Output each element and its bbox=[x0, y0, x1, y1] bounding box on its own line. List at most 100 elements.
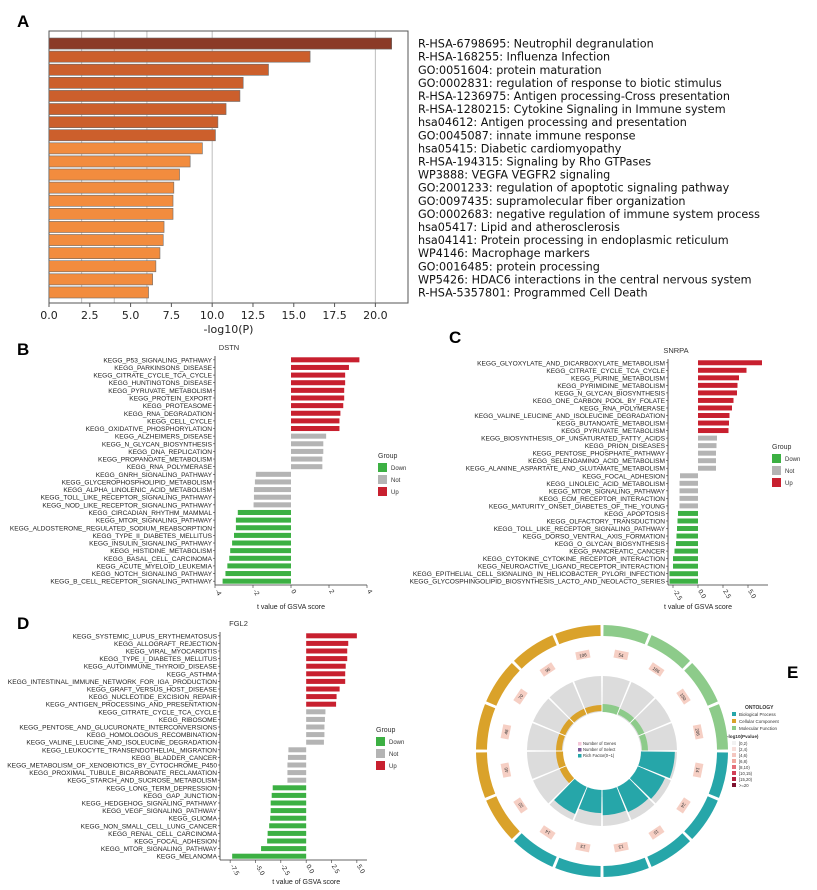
gene-count-box bbox=[500, 762, 512, 778]
chart-b-dstn-gsva: DSTN KEGG_P53_SIGNALING_PATHWAYKEGG_PARKI… bbox=[10, 343, 406, 611]
select-ring-segment bbox=[556, 733, 565, 751]
category-label: KEGG_PANCREATIC_CANCER bbox=[569, 549, 665, 556]
bar bbox=[48, 142, 203, 155]
x-axis-label: t value of GSVA score bbox=[664, 604, 732, 611]
legend-title: Group bbox=[772, 444, 792, 451]
pvalue-legend-label: [2,4) bbox=[739, 747, 748, 752]
legend-label: Down bbox=[391, 466, 406, 472]
gene-count-box bbox=[613, 649, 629, 661]
gene-count-box bbox=[500, 724, 512, 740]
pvalue-legend-label: >=20 bbox=[739, 783, 749, 788]
bar bbox=[48, 221, 165, 233]
bar bbox=[306, 716, 325, 722]
category-label: KEGG_GLIOMA bbox=[169, 816, 218, 823]
bar bbox=[253, 494, 291, 500]
bar bbox=[291, 448, 324, 454]
ontology-ring-segment bbox=[603, 857, 649, 877]
bar bbox=[698, 443, 717, 449]
category-label: KEGG_GLYOXYLATE_AND_DICARBOXYLATE_METABO… bbox=[477, 360, 665, 367]
category-label: KEGG_BUTANOATE_METABOLISM bbox=[557, 421, 665, 428]
pvalue-legend-label: [8,10) bbox=[739, 765, 750, 770]
bar bbox=[306, 648, 348, 654]
bar bbox=[48, 286, 149, 299]
pvalue-legend-swatch bbox=[732, 753, 736, 757]
category-label: GO:0097435: supramolecular fiber organiz… bbox=[418, 195, 686, 208]
category-label: KEGG_CYTOKINE_CYTOKINE_RECEPTOR_INTERACT… bbox=[483, 556, 665, 563]
category-label: KEGG_VIRAL_MYOCARDITIS bbox=[126, 649, 218, 656]
bar bbox=[270, 800, 307, 806]
pvalue-legend-label: [0,2) bbox=[739, 741, 748, 746]
legend-swatch bbox=[376, 749, 385, 758]
select-ring-segment bbox=[617, 779, 635, 794]
bar bbox=[306, 640, 349, 646]
category-label: KEGG_ALDOSTERONE_REGULATED_SODIUM_REABSO… bbox=[10, 525, 212, 532]
inner-legend-label: Number of Select bbox=[583, 747, 616, 752]
bar bbox=[306, 739, 324, 745]
bar bbox=[234, 532, 291, 538]
bar bbox=[48, 168, 180, 181]
category-label: KEGG_ALPHA_LINOLENIC_ACID_METABOLISM bbox=[63, 487, 212, 494]
gene-count-label: 206 bbox=[694, 728, 700, 737]
bar bbox=[267, 838, 307, 844]
legend-label: Not bbox=[389, 752, 399, 758]
bar bbox=[291, 418, 340, 424]
category-label: KEGG_VEGF_SIGNALING_PATHWAY bbox=[102, 808, 217, 815]
bar bbox=[48, 103, 227, 115]
bar bbox=[227, 563, 291, 569]
gene-count-label: 24 bbox=[679, 802, 686, 809]
center-disc bbox=[563, 712, 641, 790]
category-label: KEGG_INTESTINAL_IMMUNE_NETWORK_FOR_IGA_P… bbox=[8, 679, 217, 686]
bar bbox=[48, 129, 216, 142]
x-axis-label: t value of GSVA score bbox=[272, 879, 340, 886]
bar bbox=[306, 656, 348, 662]
gene-count-label: 150 bbox=[679, 692, 688, 701]
bar bbox=[48, 155, 191, 168]
bar bbox=[291, 395, 345, 401]
x-tick-label: 7.5 bbox=[163, 309, 181, 322]
bar bbox=[677, 526, 698, 531]
bar bbox=[48, 50, 311, 63]
bar bbox=[698, 428, 729, 434]
bar bbox=[291, 372, 346, 378]
bar bbox=[698, 367, 747, 373]
bar bbox=[698, 382, 738, 388]
bar bbox=[306, 671, 346, 677]
category-label: KEGG_CITRATE_CYCLE_TCA_CYCLE bbox=[98, 709, 217, 716]
gene-count-box bbox=[539, 662, 556, 677]
ontology-ring-segment bbox=[486, 662, 520, 706]
bar bbox=[698, 360, 762, 366]
bar bbox=[291, 464, 323, 470]
bar bbox=[271, 792, 307, 798]
category-label: KEGG_TOLL_LIKE_RECEPTOR_SIGNALING_PATHWA… bbox=[494, 526, 666, 533]
pvalue-legend-title: -log10(Pvalue) bbox=[727, 734, 759, 739]
category-label: hsa05415: Diabetic cardiomyopathy bbox=[418, 142, 622, 155]
category-label: KEGG_GRAFT_VERSUS_HOST_DISEASE bbox=[87, 687, 218, 694]
inner-legend-swatch bbox=[578, 742, 582, 746]
bar bbox=[255, 471, 291, 477]
legend-swatch bbox=[376, 737, 385, 746]
category-label: hsa05417: Lipid and atherosclerosis bbox=[418, 221, 620, 234]
gene-count-label: 48 bbox=[503, 729, 509, 735]
gene-count-box bbox=[648, 825, 665, 840]
category-label: KEGG_MTOR_SIGNALING_PATHWAY bbox=[549, 488, 666, 495]
gene-count-label: 106 bbox=[579, 652, 588, 658]
ontology-ring-segment bbox=[684, 662, 718, 706]
category-label: KEGG_FOCAL_ADHESION bbox=[134, 839, 217, 846]
category-label: KEGG_ACUTE_MYELOID_LEUKEMIA bbox=[97, 563, 213, 570]
gene-count-box bbox=[539, 825, 556, 840]
category-label: GO:2001233: regulation of apoptotic sign… bbox=[418, 182, 730, 195]
bar bbox=[306, 678, 346, 684]
pvalue-legend-label: [10,15) bbox=[739, 771, 753, 776]
category-label: KEGG_NUCLEOTIDE_EXCISION_REPAIR bbox=[89, 694, 217, 701]
category-label: R-HSA-5357801: Programmed Cell Death bbox=[418, 286, 648, 299]
category-label: KEGG_PENTOSE_AND_GLUCURONATE_INTERCONVER… bbox=[19, 725, 217, 732]
x-tick-label: 4 bbox=[365, 589, 373, 596]
gene-count-box bbox=[676, 688, 691, 705]
category-label: KEGG_RNA_POLYMERASE bbox=[127, 464, 213, 471]
bar bbox=[698, 465, 716, 471]
legend-swatch bbox=[378, 463, 387, 472]
gene-count-box bbox=[648, 662, 665, 677]
x-tick-label: 5.0 bbox=[355, 864, 366, 876]
category-label: KEGG_BLADDER_CANCER bbox=[132, 755, 218, 762]
category-label: KEGG_PROTEIN_EXPORT bbox=[129, 395, 212, 402]
